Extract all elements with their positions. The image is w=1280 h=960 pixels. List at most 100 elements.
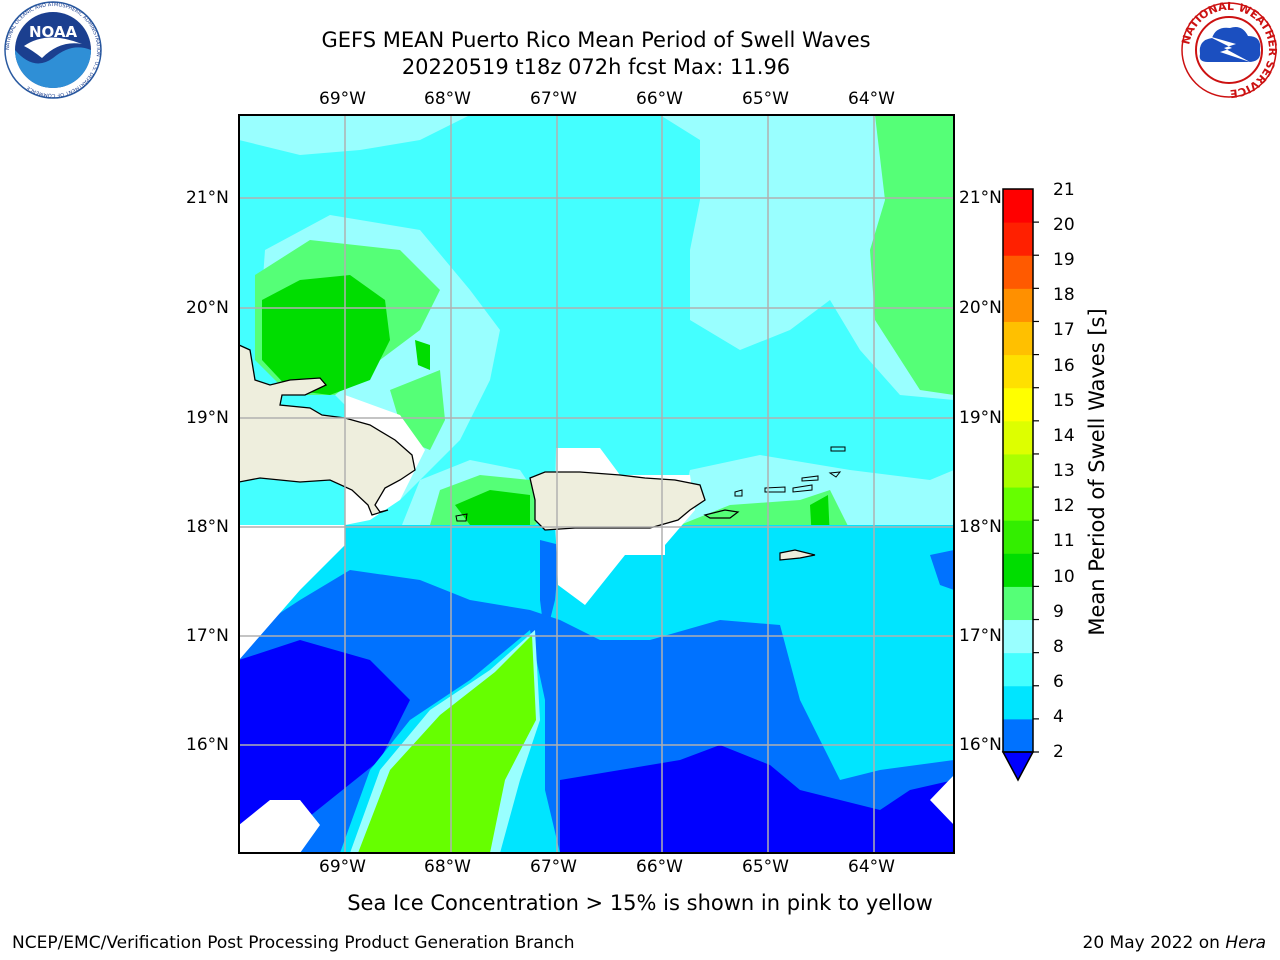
colorbar-tick-label: 13 xyxy=(1053,461,1075,481)
colorbar-segment xyxy=(1003,487,1033,521)
colorbar-segment xyxy=(1003,520,1033,554)
contour-9-10 xyxy=(870,115,954,395)
contour-2-4 xyxy=(540,540,560,640)
lat-label-right: 21°N xyxy=(959,188,1002,208)
lat-label-left: 16°N xyxy=(186,735,229,755)
colorbar-segment xyxy=(1003,354,1033,389)
lon-label-top: 65°W xyxy=(742,89,789,109)
colorbar-tick-label: 14 xyxy=(1053,426,1075,446)
lat-label-right: 16°N xyxy=(959,735,1002,755)
lat-label-left: 19°N xyxy=(186,408,229,428)
nws-logo: NATIONAL WEATHER SERVICE xyxy=(1179,0,1279,100)
colorbar-title: Mean Period of Swell Waves [s] xyxy=(1085,308,1109,636)
footer-credit: NCEP/EMC/Verification Post Processing Pr… xyxy=(12,933,575,953)
map-frame xyxy=(238,114,955,854)
lon-label-top: 68°W xyxy=(424,89,471,109)
lon-label-bottom: 67°W xyxy=(530,857,577,877)
colorbar-extend-arrow xyxy=(1001,751,1035,782)
no-data-region xyxy=(239,525,345,660)
colorbar-segment xyxy=(1003,420,1033,455)
colorbar-tick-label: 20 xyxy=(1053,215,1075,235)
footer-date: 20 May 2022 on Hera xyxy=(1083,933,1267,953)
colorbar-tick-label: 11 xyxy=(1053,531,1075,551)
colorbar-frame xyxy=(1002,188,1034,753)
no-data-region xyxy=(239,800,320,853)
colorbar-segment xyxy=(1003,652,1033,687)
lat-label-right: 18°N xyxy=(959,517,1002,537)
contour-10-11 xyxy=(455,490,530,525)
contour-10-11 xyxy=(262,275,390,395)
tortola-island xyxy=(801,475,819,482)
contour-8-9 xyxy=(660,115,954,400)
vieques-island xyxy=(703,509,740,519)
anegada-island xyxy=(830,446,846,452)
contour-10-11 xyxy=(415,340,430,370)
colorbar-tick-label: 18 xyxy=(1053,285,1075,305)
colorbar-segment xyxy=(1003,321,1033,356)
hispaniola-landmass xyxy=(239,344,416,516)
lat-label-left: 20°N xyxy=(186,298,229,318)
colorbar-segment xyxy=(1003,553,1033,587)
colorbar-tick-label: 12 xyxy=(1053,496,1075,516)
mona-island xyxy=(455,513,468,522)
colorbar-segment xyxy=(1003,619,1033,654)
lon-label-bottom: 64°W xyxy=(848,857,895,877)
lat-label-right: 17°N xyxy=(959,626,1002,646)
colorbar-segment xyxy=(1003,288,1033,322)
culebra-island xyxy=(734,489,743,497)
lat-label-left: 21°N xyxy=(186,188,229,208)
lat-label-right: 20°N xyxy=(959,298,1002,318)
colorbar-tick-label: 19 xyxy=(1053,250,1075,270)
lon-label-bottom: 66°W xyxy=(636,857,683,877)
lon-label-top: 67°W xyxy=(530,89,577,109)
contour-11-12 xyxy=(358,635,536,853)
colorbar-tick-label: 21 xyxy=(1053,180,1075,200)
map-subtitle: 20220519 t18z 072h fcst Max: 11.96 xyxy=(401,55,791,79)
st-john-island xyxy=(792,484,813,493)
colorbar-segment xyxy=(1003,387,1033,422)
sea-ice-note: Sea Ice Concentration > 15% is shown in … xyxy=(347,891,933,915)
lon-label-top: 64°W xyxy=(848,89,895,109)
lon-label-bottom: 68°W xyxy=(424,857,471,877)
lon-label-top: 66°W xyxy=(636,89,683,109)
lat-label-left: 17°N xyxy=(186,626,229,646)
noaa-logo-text: NOAA xyxy=(29,23,78,41)
colorbar-tick-label: 2 xyxy=(1053,742,1064,762)
lon-label-bottom: 69°W xyxy=(319,857,366,877)
lon-label-top: 69°W xyxy=(319,89,366,109)
colorbar-tick-label: 9 xyxy=(1053,602,1064,622)
no-data-region xyxy=(930,775,954,825)
contour-under-2 xyxy=(239,640,410,853)
colorbar-tick-label: 15 xyxy=(1053,391,1075,411)
colorbar-segment xyxy=(1003,685,1033,720)
footer-host: Hera xyxy=(1225,933,1266,953)
colorbar-tick-label: 6 xyxy=(1053,672,1064,692)
colorbar-tick-label: 4 xyxy=(1053,707,1064,727)
colorbar-tick-label: 16 xyxy=(1053,356,1075,376)
colorbar-tick-label: 8 xyxy=(1053,637,1064,657)
colorbar-tick-label: 10 xyxy=(1053,567,1075,587)
colorbar xyxy=(1003,189,1039,753)
lat-label-right: 19°N xyxy=(959,408,1002,428)
lat-label-left: 18°N xyxy=(186,517,229,537)
map-title: GEFS MEAN Puerto Rico Mean Period of Swe… xyxy=(321,28,871,52)
colorbar-segment xyxy=(1003,586,1033,621)
lon-label-bottom: 65°W xyxy=(742,857,789,877)
colorbar-tick-label: 17 xyxy=(1053,320,1075,340)
st-thomas-island xyxy=(764,486,786,493)
colorbar-segment xyxy=(1003,718,1033,753)
virgin-gorda-island xyxy=(828,471,842,478)
contour-under-2 xyxy=(560,745,954,853)
noaa-logo: NOAA NATIONAL OCEANIC AND ATMOSPHERIC AD… xyxy=(4,1,102,99)
st-croix-island xyxy=(779,549,816,561)
contour-2-4 xyxy=(930,550,954,590)
footer-date-text: 20 May 2022 on xyxy=(1082,933,1226,953)
graticule xyxy=(239,115,954,853)
colorbar-segment xyxy=(1003,453,1033,488)
colorbar-segment xyxy=(1003,255,1033,289)
colorbar-segment xyxy=(1003,222,1033,256)
contour-fill-layer xyxy=(239,115,954,853)
contour-8-9 xyxy=(239,115,470,155)
colorbar-segment xyxy=(1003,189,1033,223)
